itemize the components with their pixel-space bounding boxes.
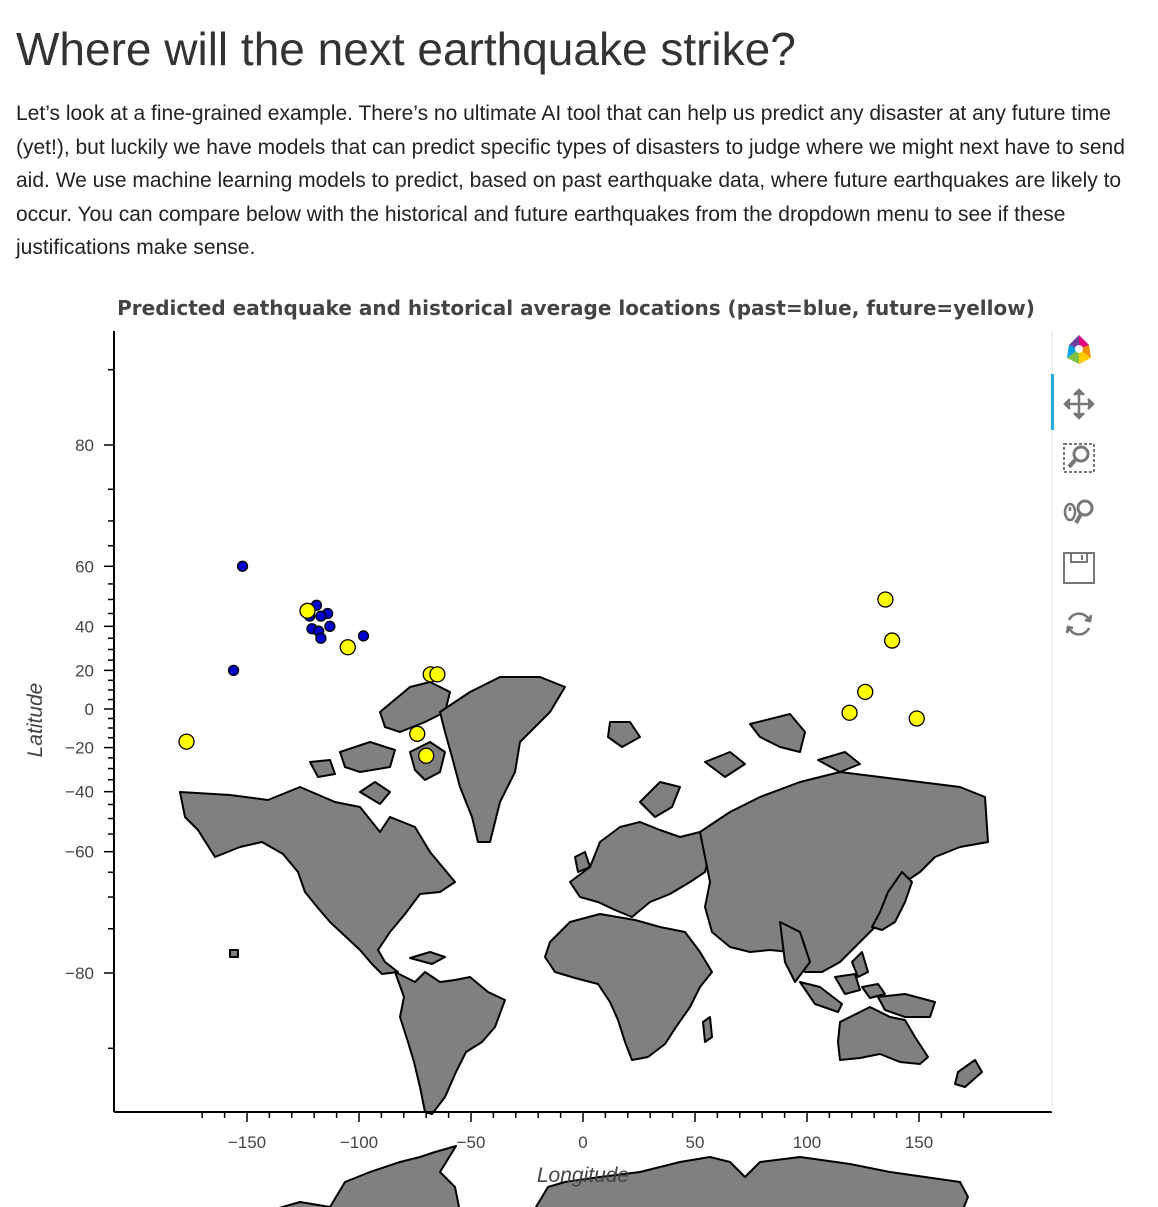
future-earthquake-point[interactable]: [339, 639, 356, 656]
y-tick-label: −20: [65, 739, 94, 758]
x-tick-label: −50: [457, 1133, 486, 1152]
x-axis-label: Longitude: [537, 1164, 629, 1187]
save-icon[interactable]: [1061, 550, 1097, 586]
past-earthquake-point[interactable]: [236, 560, 249, 572]
y-tick-label: 80: [75, 436, 94, 455]
future-earthquake-point[interactable]: [908, 710, 925, 727]
box-zoom-icon[interactable]: [1061, 440, 1097, 476]
plot-toolbar: [1051, 328, 1101, 648]
pan-tool-icon[interactable]: [1061, 386, 1097, 422]
past-earthquake-point[interactable]: [315, 632, 327, 644]
past-earthquake-point[interactable]: [315, 610, 327, 622]
future-earthquake-point[interactable]: [409, 725, 426, 742]
future-earthquake-point[interactable]: [299, 602, 316, 619]
y-tick-label: −80: [65, 964, 94, 983]
y-tick-label: −40: [65, 783, 94, 802]
x-tick-label: 150: [905, 1133, 933, 1152]
x-tick-label: 100: [793, 1133, 821, 1152]
future-earthquake-point[interactable]: [877, 591, 894, 608]
x-tick-label: −100: [340, 1133, 378, 1152]
future-earthquake-point[interactable]: [178, 733, 195, 750]
y-tick-label: 60: [75, 557, 94, 576]
y-axis-label: Latitude: [24, 683, 47, 758]
past-earthquake-point[interactable]: [324, 620, 336, 632]
intro-paragraph: Let’s look at a fine-grained example. Th…: [16, 102, 1125, 260]
reset-icon[interactable]: [1061, 606, 1097, 642]
world-map: [179, 676, 989, 1207]
future-earthquake-point[interactable]: [429, 666, 446, 683]
page-title: Where will the next earthquake strike?: [16, 23, 796, 75]
data-points[interactable]: [178, 560, 925, 764]
future-earthquake-point[interactable]: [841, 704, 858, 721]
y-tick-label: −60: [65, 843, 94, 862]
chart-svg[interactable]: Predicted eathquake and historical avera…: [0, 282, 1158, 1207]
past-earthquake-point[interactable]: [357, 630, 370, 642]
wheel-zoom-icon[interactable]: [1061, 494, 1097, 530]
future-earthquake-point[interactable]: [857, 683, 874, 701]
plot-axes: −150 −100 −50 0 50 100 150 −80 −60 −40 −20 0 20 40 60 8…: [65, 331, 1053, 1152]
chart-title: Predicted eathquake and historical avera…: [117, 296, 1035, 320]
earthquake-plot[interactable]: Predicted eathquake and historical avera…: [0, 282, 1158, 1207]
past-earthquake-point[interactable]: [227, 664, 240, 677]
y-tick-label: 0: [85, 700, 94, 719]
y-tick-label: 20: [75, 661, 94, 680]
future-earthquake-point[interactable]: [883, 632, 901, 649]
x-tick-label: −150: [228, 1133, 266, 1152]
x-tick-label: 50: [686, 1133, 705, 1152]
y-tick-label: 40: [75, 617, 94, 636]
bokeh-logo-icon[interactable]: [1061, 330, 1097, 366]
x-tick-label: 0: [578, 1133, 587, 1152]
active-tool-indicator: [1051, 374, 1054, 430]
future-earthquake-point[interactable]: [418, 747, 435, 764]
